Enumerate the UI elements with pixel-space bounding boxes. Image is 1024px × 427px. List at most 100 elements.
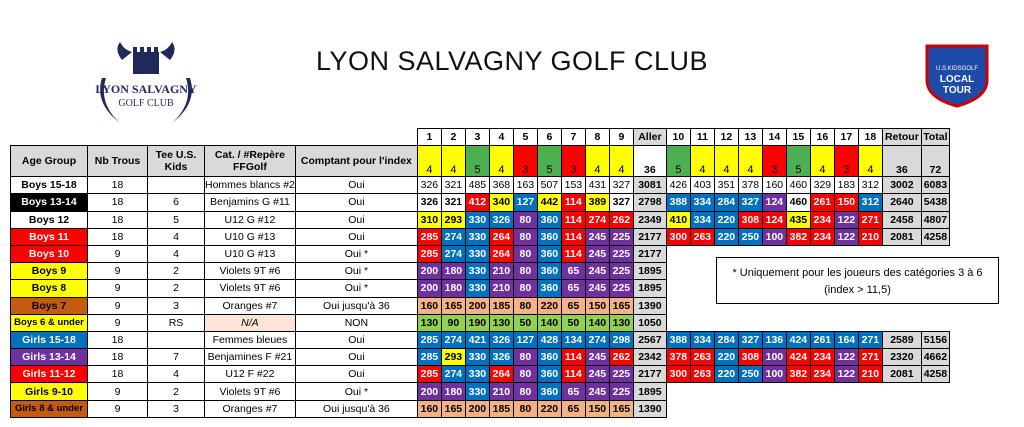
distance-cell: 164 bbox=[833, 330, 859, 350]
distance-cell: 114 bbox=[560, 210, 586, 229]
tee-cell: 2 bbox=[147, 262, 205, 281]
distance-cell: 326 bbox=[488, 330, 514, 350]
tee-cell: 7 bbox=[147, 348, 205, 367]
retour-header: Retour bbox=[881, 127, 922, 147]
blank-cell bbox=[11, 129, 88, 146]
distance-cell: 210 bbox=[488, 279, 514, 298]
distance-cell: 90 bbox=[440, 313, 466, 332]
table-row: Boys 9 9 2 Violets 9T #6 Oui * 200 180 330 210 80… bbox=[10, 262, 950, 281]
distance-cell: 285 bbox=[416, 365, 442, 384]
distance-cell: 210 bbox=[488, 262, 514, 281]
aller-cell: 1390 bbox=[632, 296, 667, 315]
distance-cell: 388 bbox=[665, 193, 691, 212]
distance-cell: 274 bbox=[440, 227, 466, 246]
blank-cell bbox=[690, 297, 714, 314]
blank-cell bbox=[690, 314, 714, 331]
par-cell: 4 bbox=[737, 145, 763, 178]
distance-cell: 442 bbox=[536, 193, 562, 212]
distance-cell: 330 bbox=[464, 348, 490, 367]
blank-cell bbox=[690, 400, 714, 417]
club-logo: LYON SALVAGNY GOLF CLUB bbox=[95, 42, 197, 123]
distance-cell: 327 bbox=[737, 193, 763, 212]
distance-cell: 293 bbox=[440, 348, 466, 367]
par-cell: 4 bbox=[713, 145, 739, 178]
distance-cell: 284 bbox=[713, 193, 739, 212]
distance-cell: 360 bbox=[536, 382, 562, 401]
distance-cell: 50 bbox=[560, 313, 586, 332]
hole-number: 9 bbox=[608, 127, 634, 147]
distance-cell: 340 bbox=[488, 193, 514, 212]
distance-cell: 300 bbox=[665, 227, 691, 246]
total-cell: 4258 bbox=[920, 227, 950, 246]
tee-cell: 4 bbox=[147, 244, 205, 264]
aller-cell: 1895 bbox=[632, 382, 667, 401]
table-row: Boys 11 18 4 U10 G #13 Oui 285 274 330 264 80 360 1… bbox=[10, 227, 950, 246]
nb-trous-cell: 18 bbox=[87, 193, 148, 212]
distance-cell: 300 bbox=[665, 365, 691, 384]
nb-trous-cell: 18 bbox=[87, 176, 148, 195]
distance-cell: 180 bbox=[440, 279, 466, 298]
distance-cell: 122 bbox=[833, 227, 859, 246]
distance-cell: 284 bbox=[713, 330, 739, 350]
aller-cell: 1895 bbox=[632, 279, 667, 298]
distance-cell: 200 bbox=[464, 399, 490, 418]
tee-cell: 2 bbox=[147, 382, 205, 401]
blank-cell bbox=[714, 400, 738, 417]
total-cell: 4258 bbox=[920, 365, 950, 384]
age-group-cell: Boys 13-14 bbox=[10, 193, 88, 212]
distance-cell: 263 bbox=[689, 348, 715, 367]
distance-cell: 114 bbox=[560, 365, 586, 384]
cat-cell: Benjamines F #21 bbox=[204, 348, 296, 367]
distance-cell: 327 bbox=[737, 330, 763, 350]
distance-cell: 100 bbox=[761, 348, 787, 367]
distance-cell: 271 bbox=[857, 330, 883, 350]
table-row: Girls 9-10 9 2 Violets 9T #6 Oui * 200 180 330 2… bbox=[10, 382, 950, 401]
distance-cell: 285 bbox=[416, 330, 442, 350]
distance-cell: 250 bbox=[737, 227, 763, 246]
distance-cell: 271 bbox=[857, 348, 883, 367]
distance-cell: 327 bbox=[608, 176, 634, 195]
nb-trous-cell: 18 bbox=[87, 348, 148, 367]
index-cell: Oui bbox=[294, 330, 418, 350]
distance-cell: 321 bbox=[440, 193, 466, 212]
distance-cell: 225 bbox=[608, 365, 634, 384]
hole-number: 3 bbox=[464, 127, 490, 147]
aller-cell: 1895 bbox=[632, 262, 667, 281]
blank-cell bbox=[690, 263, 714, 280]
aller-cell: 2177 bbox=[632, 365, 667, 384]
blank-cell bbox=[810, 314, 834, 331]
distance-cell: 424 bbox=[785, 330, 811, 350]
cat-header: Cat. / #Repère FFGolf bbox=[204, 145, 296, 178]
table-row: Boys 7 9 3 Oranges #7 Oui jusqu'à 36 160 165 20… bbox=[10, 296, 950, 315]
distance-cell: 261 bbox=[809, 330, 835, 350]
par-cell: 5 bbox=[665, 145, 691, 178]
blank-cell bbox=[858, 314, 882, 331]
total-cell: 5156 bbox=[920, 330, 950, 350]
blank-cell bbox=[786, 314, 810, 331]
table-row: Boys 12 18 5 U12 G #12 Oui 310 293 330 326 80 360 1… bbox=[10, 210, 950, 229]
distance-cell: 330 bbox=[464, 365, 490, 384]
cat-cell: U10 G #13 bbox=[204, 227, 296, 246]
par-cell: 3 bbox=[833, 145, 859, 178]
distance-cell: 330 bbox=[464, 382, 490, 401]
blank-cell bbox=[858, 383, 882, 400]
blank-cell bbox=[666, 383, 690, 400]
index-cell: Oui jusqu'à 36 bbox=[294, 296, 418, 315]
tee-cell: 4 bbox=[147, 365, 205, 384]
table-row: Boys 15-18 18 Hommes blancs #2 Oui 326 321 485… bbox=[10, 176, 950, 195]
distance-cell: 160 bbox=[416, 296, 442, 315]
hole-number: 17 bbox=[833, 127, 859, 147]
aller-cell: 2349 bbox=[632, 210, 667, 229]
tee-cell: 3 bbox=[147, 399, 205, 418]
distance-cell: 190 bbox=[464, 313, 490, 332]
age-group-cell: Girls 15-18 bbox=[10, 330, 88, 350]
distance-cell: 308 bbox=[737, 348, 763, 367]
retour-cell: 2081 bbox=[881, 227, 922, 246]
nb-trous-cell: 9 bbox=[87, 296, 148, 315]
distance-cell: 378 bbox=[737, 176, 763, 195]
tee-cell: 4 bbox=[147, 227, 205, 246]
blank-cell bbox=[690, 383, 714, 400]
blank-cell bbox=[666, 280, 690, 297]
distance-cell: 431 bbox=[584, 176, 610, 195]
distance-cell: 153 bbox=[560, 176, 586, 195]
